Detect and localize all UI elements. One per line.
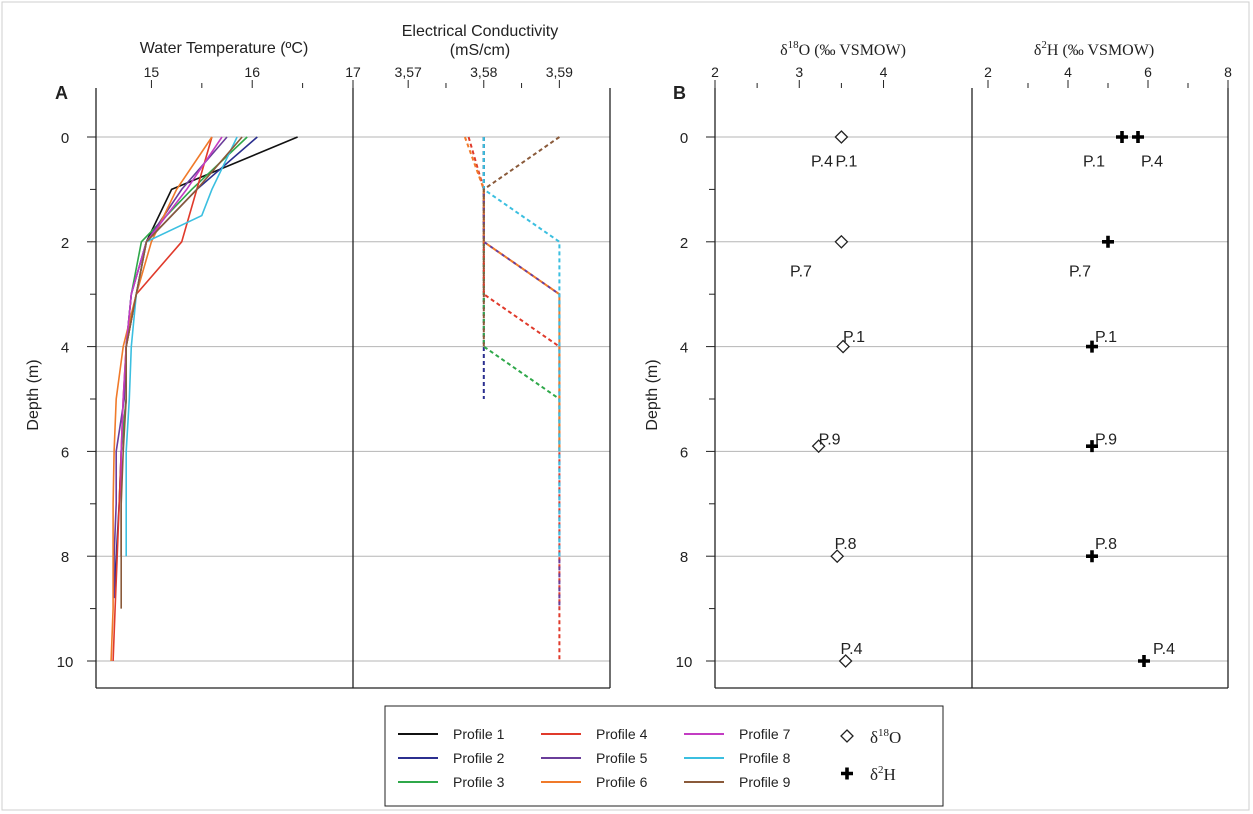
h2-point xyxy=(1102,235,1114,248)
series-line-profile-9 xyxy=(120,136,243,609)
plus-icon xyxy=(841,767,853,780)
x-tick-label: 2 xyxy=(984,64,992,80)
legend-label: Profile 9 xyxy=(739,774,791,790)
legend-o18-label: δ18O xyxy=(870,727,901,747)
temperature-title: Water Temperature (ºC) xyxy=(140,40,309,57)
o18-point xyxy=(834,234,849,249)
x-tick-label: 3,58 xyxy=(470,64,497,80)
axes-layer: 0 2 4 6 8 10 15 16 17 3,57 3,58 3,59 0 2 4 6 8 10 2 3 4 2 4 6 8 xyxy=(57,64,1232,689)
diamond-icon xyxy=(840,729,854,743)
x-tick-label: 15 xyxy=(144,64,160,80)
point-label: P.4 xyxy=(1153,641,1175,658)
y-tick-label: 10 xyxy=(57,654,74,671)
legend-items: Profile 1 Profile 2 Profile 3 Profile 4 Prof… xyxy=(398,726,791,790)
legend-h2-label: δ2H xyxy=(870,764,896,784)
point-label: P.1 xyxy=(843,329,865,346)
y-tick-label: 4 xyxy=(680,340,688,357)
x-tick-label: 3 xyxy=(795,64,803,80)
o18-point xyxy=(834,130,849,144)
panel-letter-b: B xyxy=(673,83,686,103)
point-label: P.4 xyxy=(811,154,833,171)
y-tick-label: 2 xyxy=(680,235,688,252)
point-label: P.8 xyxy=(1095,536,1117,553)
y-tick-label: 2 xyxy=(61,235,69,252)
legend-box xyxy=(384,705,944,807)
legend-label: Profile 4 xyxy=(596,726,648,742)
legend-label: Profile 3 xyxy=(453,774,505,790)
h2-point xyxy=(1138,655,1150,667)
y-tick-label: 0 xyxy=(680,130,688,147)
h2-point xyxy=(1086,340,1098,353)
legend-label: Profile 5 xyxy=(596,750,648,766)
panel-letter-a: A xyxy=(55,83,68,103)
y-tick-label: 6 xyxy=(680,444,688,461)
point-label: P.1 xyxy=(1095,329,1117,346)
x-tick-label: 17 xyxy=(345,64,361,80)
o18-point xyxy=(830,549,845,564)
x-tick-label: 3,57 xyxy=(395,64,422,80)
y-tick-label: 4 xyxy=(61,340,69,357)
x-tick-label: 8 xyxy=(1224,64,1232,80)
legend-label: Profile 6 xyxy=(596,774,648,790)
o18-point xyxy=(811,439,826,454)
x-tick-label: 4 xyxy=(880,64,888,80)
legend-label: Profile 7 xyxy=(739,726,791,742)
legend-label: Profile 8 xyxy=(739,750,791,766)
depth-axis-label-b: Depth (m) xyxy=(644,359,661,430)
series-layer xyxy=(110,136,561,662)
y-tick-label: 0 xyxy=(61,130,69,147)
legend: Profile 1 Profile 2 Profile 3 Profile 4 Prof… xyxy=(384,705,944,807)
legend-label: Profile 1 xyxy=(453,726,505,742)
y-tick-label: 6 xyxy=(61,444,69,461)
o18-title: δ18O (‰ VSMOW) xyxy=(780,39,906,59)
series-line-profile-8 xyxy=(482,137,561,557)
point-label: P.4 xyxy=(1141,154,1163,171)
x-tick-label: 3,59 xyxy=(546,64,573,80)
h2-point xyxy=(1086,440,1098,453)
depth-axis-label-a: Depth (m) xyxy=(25,359,42,430)
conductivity-title-units: (mS/cm) xyxy=(450,42,510,59)
y-tick-label: 10 xyxy=(676,654,693,671)
o18-point xyxy=(838,654,853,668)
grid-layer xyxy=(96,136,1228,662)
point-label: P.1 xyxy=(1083,154,1105,171)
x-tick-label: 4 xyxy=(1064,64,1072,80)
point-label: P.4 xyxy=(841,641,863,658)
series-line-profile-6 xyxy=(463,136,561,452)
conductivity-title: Electrical Conductivity xyxy=(402,23,559,40)
series-line-profile-8 xyxy=(125,136,238,557)
point-label: P.9 xyxy=(1095,431,1117,448)
series-line-profile-3 xyxy=(482,137,561,452)
h2-title: δ2H (‰ VSMOW) xyxy=(1034,39,1154,59)
points-layer xyxy=(811,130,1150,668)
x-tick-label: 6 xyxy=(1144,64,1152,80)
y-tick-label: 8 xyxy=(61,549,69,566)
h2-point xyxy=(1116,131,1128,143)
h2-point xyxy=(1086,550,1098,563)
y-tick-label: 8 xyxy=(680,549,688,566)
o18-point xyxy=(836,339,850,354)
x-tick-label: 16 xyxy=(244,64,260,80)
h2-point xyxy=(1132,131,1144,143)
x-tick-label: 2 xyxy=(711,64,719,80)
legend-label: Profile 2 xyxy=(453,750,505,766)
point-label: P.8 xyxy=(835,536,857,553)
point-label: P.7 xyxy=(790,264,812,281)
point-label: P.9 xyxy=(819,431,841,448)
labels-layer: P.4 P.1P.7P.1P.9P.8P.4P.1 P.4P.7P.1P.9P.8P… xyxy=(790,154,1175,658)
point-label: P.7 xyxy=(1069,264,1091,281)
series-line-profile-4 xyxy=(112,136,213,662)
point-label: P.1 xyxy=(835,154,857,171)
series-line-profile-2 xyxy=(113,136,258,599)
series-line-profile-4 xyxy=(467,136,561,661)
